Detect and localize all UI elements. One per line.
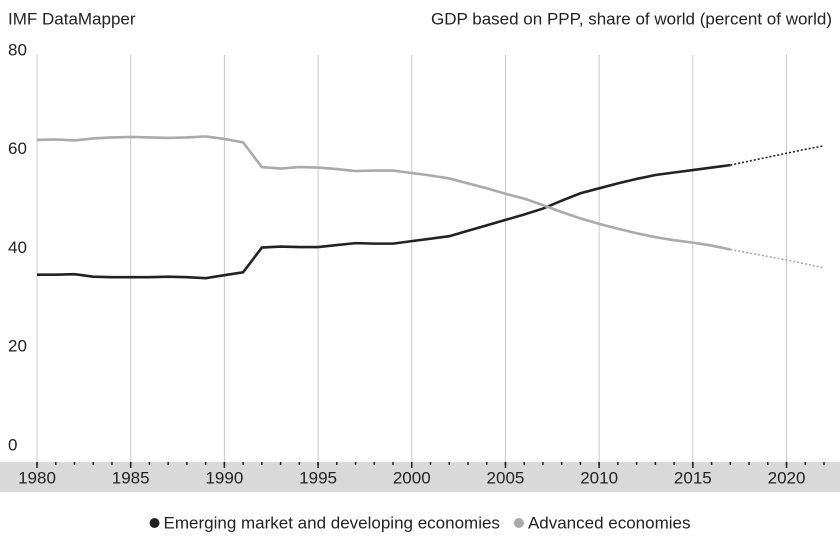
legend-label: Advanced economies [528,513,691,532]
series-line [37,163,731,280]
legend-item: Emerging market and developing economies [149,513,500,532]
y-tick-label: 80 [8,40,27,59]
y-tick-label: 40 [8,238,27,257]
x-tick-label: 2015 [674,468,712,487]
legend-item: Advanced economies [513,513,691,532]
x-tick-label: 2010 [580,468,618,487]
legend-label: Emerging market and developing economies [164,513,500,532]
y-tick-label: 60 [8,139,27,158]
projection-line [730,248,825,269]
x-tick-label: 1995 [299,468,337,487]
legend: Emerging market and developing economies… [149,513,691,532]
series-line [36,135,731,251]
x-tick-label: 2005 [487,468,525,487]
x-tick-label: 1980 [18,468,56,487]
y-tick-label: 20 [8,337,27,356]
x-axis-band [0,462,840,492]
legend-marker [149,518,160,528]
x-tick-label: 1985 [112,468,150,487]
x-tick-label: 2020 [768,468,806,487]
projection-line [730,145,825,166]
chart-title: GDP based on PPP, share of world (percen… [431,9,832,28]
y-tick-label: 0 [8,435,17,454]
x-tick-label: 2000 [393,468,431,487]
source: IMF DataMapper [8,9,136,28]
legend-marker [513,518,524,528]
x-tick-label: 1990 [205,468,243,487]
